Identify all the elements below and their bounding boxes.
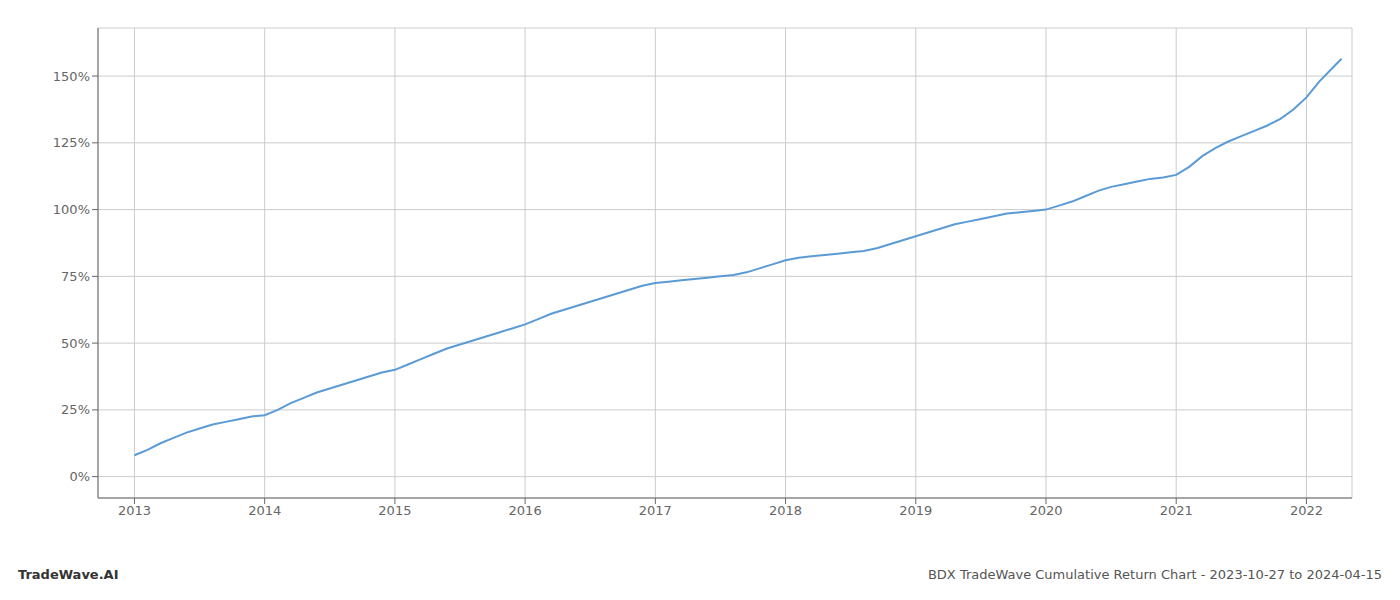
svg-text:2020: 2020 — [1029, 503, 1062, 518]
svg-text:150%: 150% — [53, 69, 90, 84]
svg-text:2014: 2014 — [248, 503, 281, 518]
html-text:TradeWave.AI: TradeWave.AI — [18, 567, 119, 582]
svg-text:2016: 2016 — [509, 503, 542, 518]
svg-text:0%: 0% — [69, 469, 90, 484]
svg-text:2013: 2013 — [118, 503, 151, 518]
svg-text:2017: 2017 — [639, 503, 672, 518]
svg-text:75%: 75% — [61, 269, 90, 284]
svg-text:2021: 2021 — [1160, 503, 1193, 518]
svg-text:100%: 100% — [53, 202, 90, 217]
svg-text:50%: 50% — [61, 336, 90, 351]
svg-text:25%: 25% — [61, 402, 90, 417]
svg-text:2022: 2022 — [1290, 503, 1323, 518]
svg-text:2018: 2018 — [769, 503, 802, 518]
svg-text:2015: 2015 — [378, 503, 411, 518]
html-text:BDX TradeWave Cumulative Retur: BDX TradeWave Cumulative Return Chart - … — [927, 567, 1382, 582]
svg-text:125%: 125% — [53, 135, 90, 150]
svg-text:2019: 2019 — [899, 503, 932, 518]
